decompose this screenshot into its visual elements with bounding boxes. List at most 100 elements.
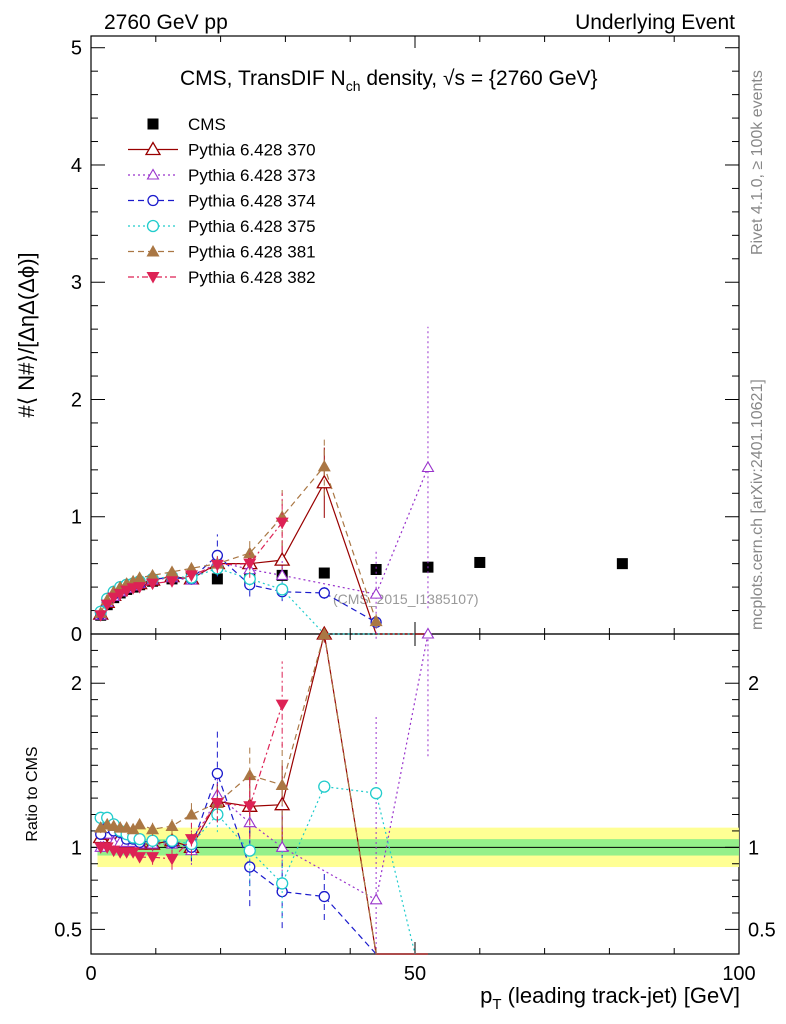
- mc-point: [243, 546, 257, 559]
- mc-point: [369, 614, 383, 627]
- mc-point: [369, 587, 383, 599]
- y-tick-label: 1: [71, 507, 82, 529]
- ratio-tick-label-left: 1: [71, 837, 82, 859]
- data-point: [211, 573, 223, 585]
- series-1: [92, 447, 428, 955]
- x-tick-label: 0: [85, 963, 96, 985]
- ratio-tick-label-left: 0.5: [54, 919, 82, 941]
- ratio-point: [133, 832, 146, 846]
- mc-point: [243, 558, 257, 571]
- legend-entry: Pythia 6.428 370: [128, 141, 316, 160]
- ratio-point: [318, 890, 330, 903]
- legend-marker: [146, 219, 160, 233]
- header-right: Underlying Event: [575, 11, 735, 34]
- ratio-point: [369, 893, 383, 905]
- legend-label: Pythia 6.428 375: [188, 217, 316, 236]
- ratio-tick-label-right: 1: [748, 837, 759, 859]
- legend-label: Pythia 6.428 374: [188, 192, 316, 211]
- ratio-point: [100, 842, 114, 854]
- ratio-point: [318, 780, 331, 793]
- mc-point: [133, 582, 147, 594]
- ratio-tick-label-left: 2: [71, 673, 82, 695]
- side-label-top: Rivet 4.1.0, ≥ 100k events: [749, 70, 766, 255]
- legend-entry: Pythia 6.428 375: [128, 217, 316, 236]
- legend-marker: [147, 194, 159, 207]
- y-tick-label: 3: [71, 272, 82, 294]
- ratio-point: [210, 798, 224, 810]
- ratio-point: [421, 627, 435, 639]
- ratio-point: [133, 852, 147, 864]
- x-tick-label: 100: [722, 963, 755, 985]
- mc-point: [165, 576, 179, 588]
- ratio-point: [146, 822, 160, 835]
- ratio-line: [100, 633, 377, 955]
- legend-label: Pythia 6.428 370: [188, 141, 316, 160]
- data-point: [370, 564, 382, 576]
- data-point: [474, 556, 486, 568]
- ratio-point: [184, 808, 198, 820]
- ratio-panel-frame: [90, 633, 740, 955]
- legend-entry: Pythia 6.428 374: [128, 192, 316, 211]
- x-tick-label: 50: [404, 963, 426, 985]
- mc-point: [94, 610, 108, 622]
- ratio-point: [146, 834, 159, 847]
- series-line: [100, 465, 377, 622]
- ratio-point: [126, 847, 140, 859]
- ratio-tick-label-right: 2: [748, 673, 759, 695]
- legend-marker: [144, 141, 162, 156]
- ratio-y-axis-label: Ratio to CMS: [24, 746, 41, 841]
- y-axis-label: #⟨ N#⟩/[ΔηΔ(Δϕ)]: [14, 252, 39, 417]
- data-point: [616, 558, 628, 570]
- legend-marker: [146, 272, 160, 284]
- ratio-tick-label-right: 0.5: [748, 919, 776, 941]
- mc-point: [146, 578, 160, 591]
- mc-point: [421, 460, 435, 473]
- y-tick-label: 2: [71, 389, 82, 411]
- ratio-point: [211, 767, 224, 780]
- legend-entry: CMS: [147, 115, 226, 134]
- ratio-line: [100, 771, 377, 955]
- legend-marker: [146, 168, 160, 180]
- ratio-point: [94, 821, 108, 833]
- ratio-point: [165, 819, 179, 831]
- ratio-point: [184, 834, 198, 846]
- mc-point: [133, 571, 147, 583]
- ratio-point: [275, 699, 289, 712]
- mc-point: [275, 568, 289, 580]
- ratio-line: [100, 785, 416, 955]
- series-0: [95, 556, 628, 621]
- header-left: 2760 GeV pp: [104, 11, 228, 34]
- ratio-point: [317, 627, 331, 639]
- legend-label: Pythia 6.428 373: [188, 166, 316, 185]
- mc-point: [113, 589, 127, 601]
- y-tick-label: 5: [71, 38, 82, 60]
- mc-point: [317, 459, 331, 472]
- y-tick-label: 0: [71, 624, 82, 646]
- mc-point: [100, 599, 114, 612]
- legend-marker: [146, 245, 160, 257]
- legend-entry: Pythia 6.428 381: [128, 243, 316, 262]
- series-line: [100, 481, 428, 635]
- legend-marker: [147, 118, 159, 130]
- ratio-point: [369, 787, 383, 800]
- ratio-point: [243, 768, 257, 781]
- mc-point: [318, 587, 330, 599]
- legend-label: CMS: [188, 115, 226, 134]
- mc-point: [107, 592, 121, 605]
- mc-point: [165, 565, 179, 577]
- mc-point: [274, 551, 291, 566]
- y-tick-label: 4: [71, 155, 82, 177]
- data-point: [318, 567, 330, 579]
- ratio-point: [165, 853, 179, 866]
- mc-point: [275, 517, 289, 530]
- ratio-point: [126, 822, 140, 835]
- chart-title: CMS, TransDIF Nch density, √s = {2760 Ge…: [180, 67, 598, 94]
- ratio-point: [244, 861, 256, 873]
- ratio-point: [133, 817, 147, 830]
- side-label-bottom: mcplots.cern.ch [arXiv:2401.10621]: [749, 379, 766, 630]
- legend-entry: Pythia 6.428 373: [128, 166, 316, 185]
- ratio-line: [100, 633, 429, 901]
- series-5: [94, 437, 383, 955]
- mc-point: [210, 559, 224, 572]
